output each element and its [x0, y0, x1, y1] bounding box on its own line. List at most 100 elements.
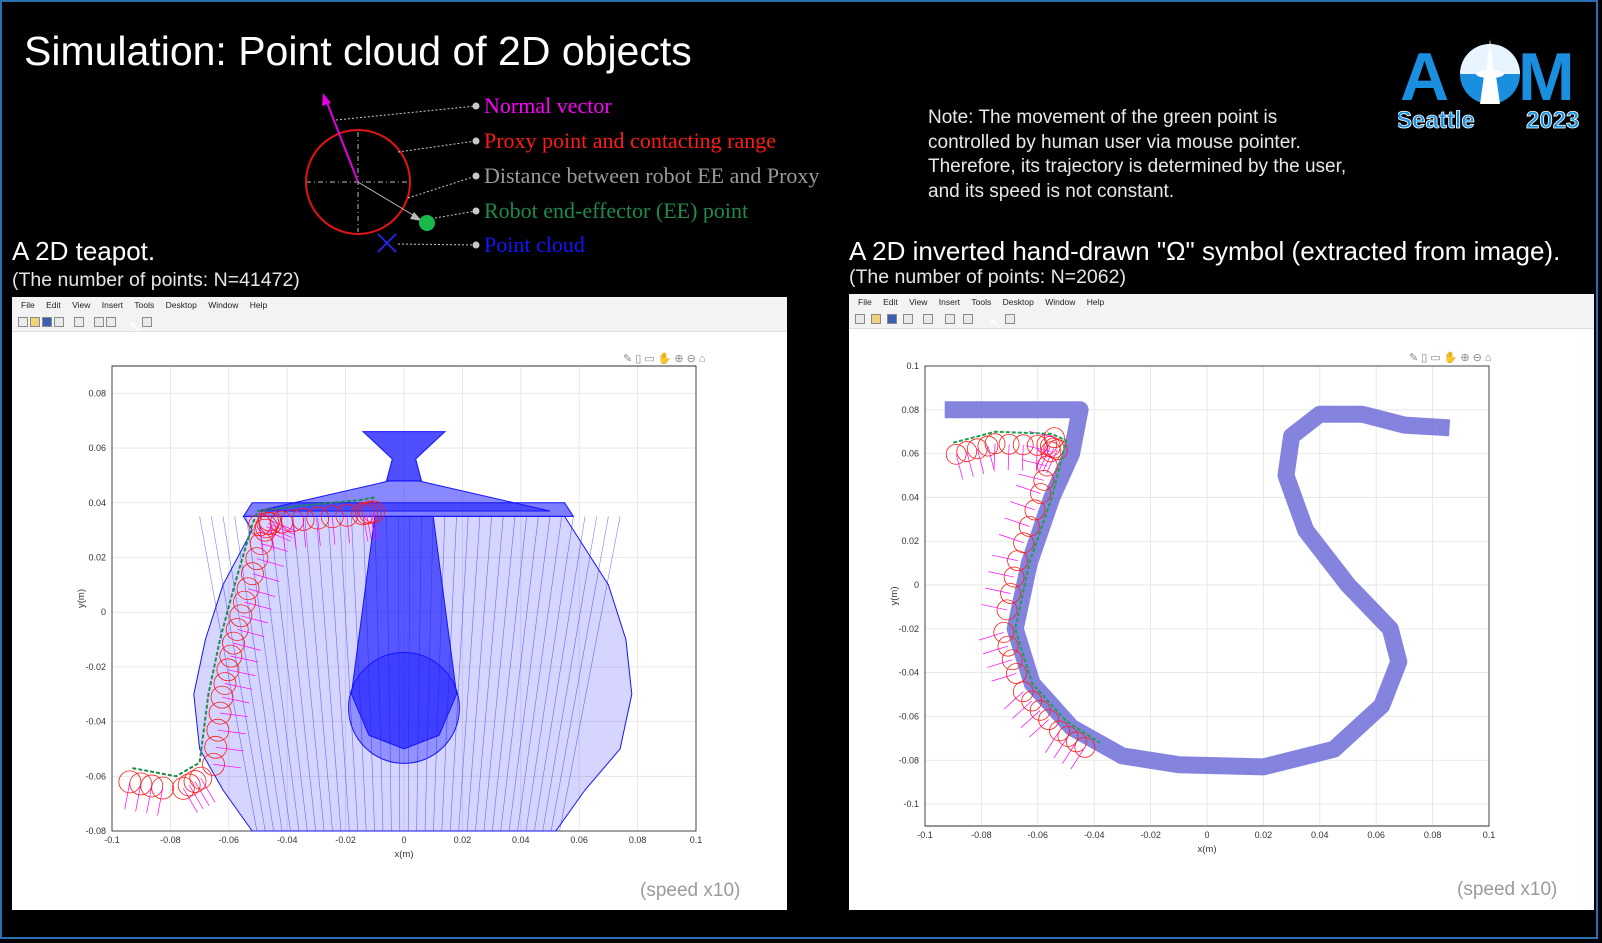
y-tick-label: -0.08 [85, 826, 106, 836]
property-inspector-icon[interactable] [142, 317, 152, 327]
proxy-range-circle [1040, 441, 1062, 463]
normal-vector [1021, 459, 1048, 467]
y-tick-label: 0.1 [906, 361, 919, 371]
menu-file[interactable]: File [858, 297, 872, 307]
print-icon[interactable] [54, 317, 64, 327]
cloud-strand [525, 516, 574, 832]
normal-vector [124, 781, 131, 810]
cloud-strand [316, 516, 342, 832]
legend-normal-vector: Normal vector [484, 93, 612, 118]
panel-heading-omega: A 2D inverted hand-drawn "Ω" symbol (ext… [849, 236, 1561, 266]
normal-vector [157, 787, 164, 816]
cloud-strand [492, 516, 527, 832]
menu-file[interactable]: File [21, 300, 35, 310]
menu-window[interactable]: Window [1045, 297, 1076, 307]
save-icon[interactable] [887, 314, 897, 324]
insert-colorbar-icon[interactable] [945, 314, 955, 324]
cloud-strand [257, 516, 300, 832]
cloud-strand [534, 516, 586, 832]
menu-help[interactable]: Help [249, 300, 268, 310]
menu-help[interactable]: Help [1086, 297, 1105, 307]
normal-vector [1021, 444, 1024, 471]
y-tick-label: 0.08 [901, 405, 919, 415]
insert-colorbar-icon[interactable] [94, 317, 104, 327]
open-file-icon[interactable] [871, 314, 881, 324]
y-tick-label: -0.06 [898, 711, 919, 721]
menu-insert[interactable]: Insert [101, 300, 124, 310]
x-tick-label: -0.08 [160, 835, 181, 845]
proxy-range-circle [1012, 681, 1034, 703]
print-icon[interactable] [903, 314, 913, 324]
normal-vector [987, 445, 995, 472]
new-figure-icon[interactable] [855, 314, 865, 324]
link-plot-icon[interactable] [923, 314, 933, 324]
save-icon[interactable] [42, 317, 52, 327]
normal-vector [267, 522, 294, 535]
menu-tools[interactable]: Tools [971, 297, 992, 307]
proxy-range-circle [1003, 566, 1025, 588]
normal-vector [261, 543, 289, 552]
x-tick-label: -0.04 [277, 835, 298, 845]
figure-toolbar: ↖ [12, 313, 787, 336]
proxy-range-circle [1024, 499, 1046, 521]
normal-vector [213, 764, 242, 769]
normal-vector [244, 601, 272, 610]
insert-legend-icon[interactable] [963, 314, 973, 324]
proxy-range-circle [1018, 515, 1040, 537]
note-line: Note: The movement of the green point is [928, 107, 1278, 128]
proxy-range-circle [216, 658, 240, 682]
omega-plot: -0.1 -0.08 -0.06 -0.04 -0.02 0 0.02 0.04 0.06 0.0… [889, 361, 1496, 855]
slide-title: Simulation: Point cloud of 2D objects [24, 28, 692, 74]
menu-desktop[interactable]: Desktop [165, 300, 197, 310]
teapot-inner-cloud [348, 651, 460, 764]
normal-vector [200, 777, 216, 803]
normal-vector [1003, 691, 1024, 710]
menu-insert[interactable]: Insert [938, 297, 961, 307]
normal-vector [224, 683, 253, 690]
y-tick-label: 0 [101, 607, 106, 617]
new-figure-icon[interactable] [18, 317, 28, 327]
menu-tools[interactable]: Tools [134, 300, 155, 310]
normal-vector [264, 529, 291, 542]
axes-toolbar[interactable]: ✎▯▭✋⊕⊖⌂ [623, 353, 709, 365]
insert-legend-icon[interactable] [106, 317, 116, 327]
open-file-icon[interactable] [30, 317, 40, 327]
axes-toolbar[interactable]: ✎▯▭✋⊕⊖⌂ [1409, 352, 1495, 364]
proxy-range-circle [171, 776, 195, 800]
menu-view[interactable]: View [909, 297, 928, 307]
proxy-range-circle [229, 604, 253, 628]
normal-vector [373, 511, 380, 540]
property-inspector-icon[interactable] [1005, 314, 1015, 324]
panel-subheading-teapot: (The number of points: N=41472) [12, 269, 300, 291]
proxy-range-circle [118, 770, 142, 794]
normal-vector [183, 788, 198, 813]
proxy-range-circle [1030, 483, 1051, 504]
cloud-strand [550, 516, 609, 832]
normal-vector [266, 526, 293, 539]
cloud-strand [517, 516, 562, 832]
cloud-strand [339, 516, 359, 832]
legend-distance: Distance between robot EE and Proxy [484, 163, 820, 188]
normal-vector [331, 516, 336, 545]
x-axis-label: x(m) [395, 849, 414, 860]
menu-edit[interactable]: Edit [46, 300, 61, 310]
x-tick-label: 0.1 [1483, 830, 1496, 840]
normal-vector [1045, 730, 1060, 753]
link-plot-icon[interactable] [74, 317, 84, 327]
proxy-range-circle [362, 500, 386, 524]
proxy-range-circle [210, 685, 234, 709]
proxy-range-circle [225, 618, 249, 641]
menu-view[interactable]: View [72, 300, 91, 310]
menu-edit[interactable]: Edit [883, 297, 898, 307]
menu-desktop[interactable]: Desktop [1002, 297, 1034, 307]
speed-label: (speed x10) [1457, 879, 1558, 900]
figure-menubar: File Edit View Insert Tools Desktop Wind… [849, 294, 1594, 310]
cloud-strand [292, 516, 325, 832]
normal-vector [270, 523, 275, 552]
menu-window[interactable]: Window [208, 300, 239, 310]
normal-vector [233, 642, 261, 651]
normal-vector [1004, 517, 1030, 527]
y-tick-label: -0.08 [898, 755, 919, 765]
x-tick-label: 0 [401, 835, 406, 845]
aim-seattle-logo: A M Seattle 2023 [1398, 39, 1580, 132]
